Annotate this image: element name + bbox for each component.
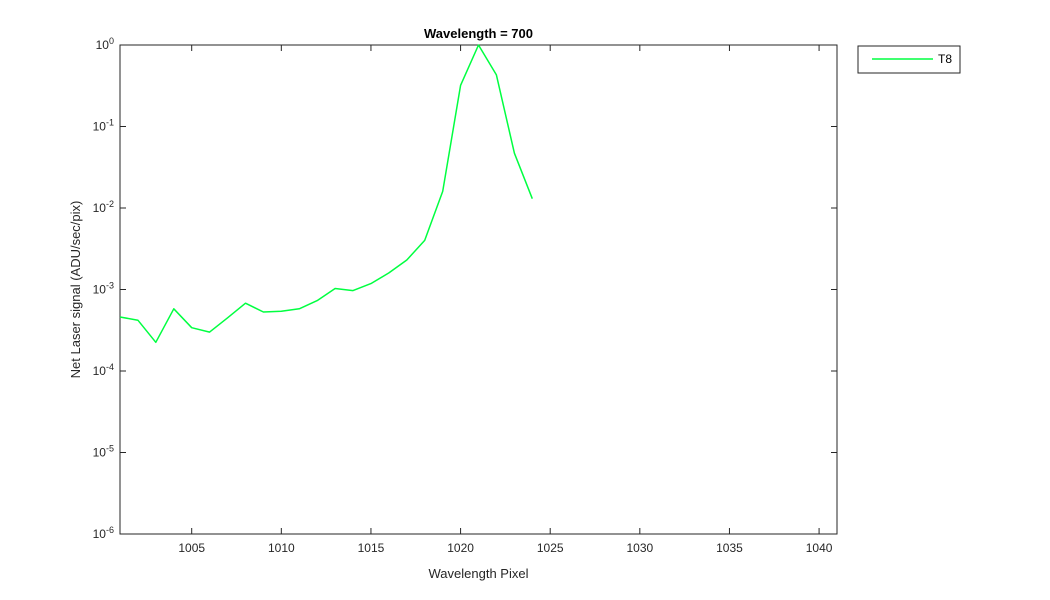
x-tick-label: 1015	[358, 541, 385, 555]
tick-labels: 1005 1010 1015 1020 1025 1030 1035 1040 10-6 10-5…	[93, 36, 833, 555]
y-tick-label: 10-3	[93, 281, 114, 297]
legend-label: T8	[938, 52, 952, 66]
x-tick-label: 1005	[178, 541, 205, 555]
y-tick-label: 10-1	[93, 118, 114, 134]
x-tick-label: 1020	[447, 541, 474, 555]
series-layer	[119, 44, 533, 344]
y-tick-label: 10-5	[93, 444, 114, 460]
legend: T8	[857, 45, 961, 74]
axes-box	[119, 44, 838, 535]
x-tick-label: 1010	[268, 541, 295, 555]
y-tick-label: 10-4	[93, 362, 114, 378]
chart-title: Wavelength = 700	[424, 26, 533, 41]
x-tick-label: 1040	[806, 541, 833, 555]
y-tick-label: 100	[96, 36, 114, 52]
y-axis-title: Net Laser signal (ADU/sec/pix)	[68, 201, 83, 379]
x-tick-label: 1035	[716, 541, 743, 555]
x-axis-title: Wavelength Pixel	[429, 566, 529, 581]
axis-ticks	[120, 44, 837, 535]
y-tick-label: 10-6	[93, 525, 114, 541]
plot-area: 1005 1010 1015 1020 1025 1030 1035 1040 10-6 10-5…	[93, 36, 838, 555]
y-tick-label: 10-2	[93, 199, 114, 215]
series-line-T8	[119, 44, 533, 344]
x-tick-label: 1025	[537, 541, 564, 555]
x-tick-label: 1030	[626, 541, 653, 555]
